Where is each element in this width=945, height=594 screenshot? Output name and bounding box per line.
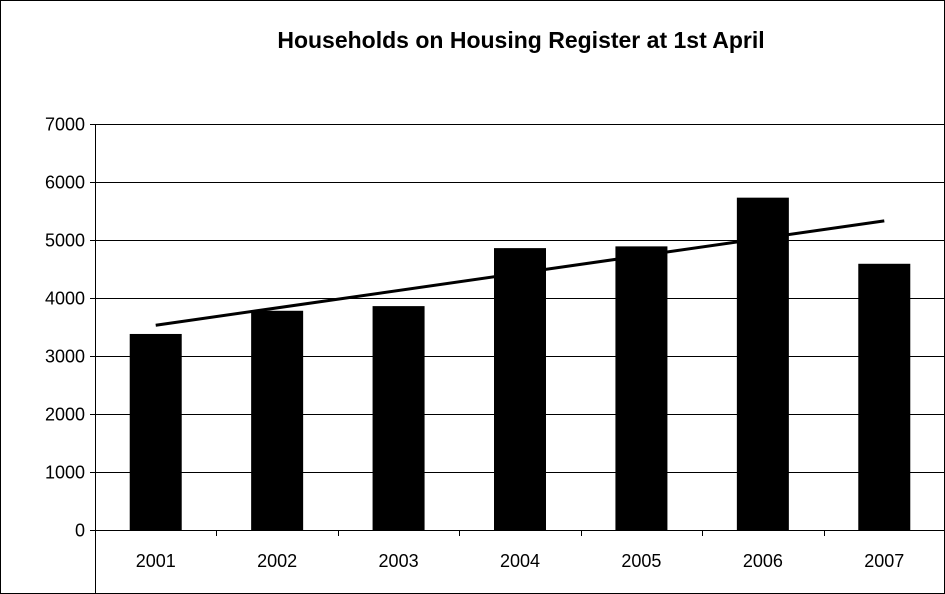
trendline-layer <box>155 219 885 327</box>
y-tick-label-7000: 7000 <box>45 115 85 135</box>
y-tick-label-3000: 3000 <box>45 347 85 367</box>
y-tick-label-0: 0 <box>75 521 85 541</box>
bar-2003 <box>372 306 425 530</box>
bars <box>129 197 911 530</box>
bar-2002 <box>251 310 304 530</box>
x-tick-label-2003: 2003 <box>379 551 419 571</box>
gridlines <box>95 124 945 473</box>
bar-2005 <box>615 246 668 530</box>
y-tick-label-1000: 1000 <box>45 463 85 483</box>
y-tick-label-5000: 5000 <box>45 231 85 251</box>
x-tick-label-2002: 2002 <box>257 551 297 571</box>
y-tick-label-6000: 6000 <box>45 173 85 193</box>
bar-2004 <box>494 248 546 530</box>
x-tick-label-2004: 2004 <box>500 551 540 571</box>
axes <box>90 124 945 594</box>
chart-title: Households on Housing Register at 1st Ap… <box>277 27 764 53</box>
x-tick-label-2007: 2007 <box>864 551 904 571</box>
y-tick-labels: 0 1000 2000 3000 4000 5000 6000 7000 <box>45 115 85 541</box>
y-tick-label-4000: 4000 <box>45 289 85 309</box>
x-tick-label-2001: 2001 <box>136 551 176 571</box>
bar-2001 <box>129 333 182 530</box>
x-tick-labels: 2001 2002 2003 2004 2005 2006 2007 <box>136 551 905 571</box>
x-tick-label-2005: 2005 <box>621 551 661 571</box>
y-tick-label-2000: 2000 <box>45 405 85 425</box>
bar-2007 <box>858 263 911 530</box>
x-tick-label-2006: 2006 <box>743 551 783 571</box>
trendline <box>155 219 885 327</box>
bar-2006 <box>736 197 789 530</box>
